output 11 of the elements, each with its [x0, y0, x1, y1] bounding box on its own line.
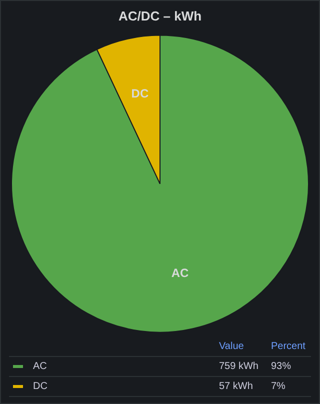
chart-title: AC/DC – kWh — [118, 8, 202, 24]
slice-label: AC — [33, 361, 47, 372]
legend-label: DC — [33, 381, 48, 392]
text: Percent — [271, 341, 306, 352]
data-label: 57 kWh — [219, 381, 254, 392]
slice-label: DC — [131, 86, 149, 100]
text: 7% — [271, 381, 286, 392]
text: Value — [219, 341, 245, 352]
text: 93% — [271, 361, 292, 372]
data-label: 759 kWh — [219, 361, 260, 372]
slice-label: AC — [171, 266, 190, 280]
